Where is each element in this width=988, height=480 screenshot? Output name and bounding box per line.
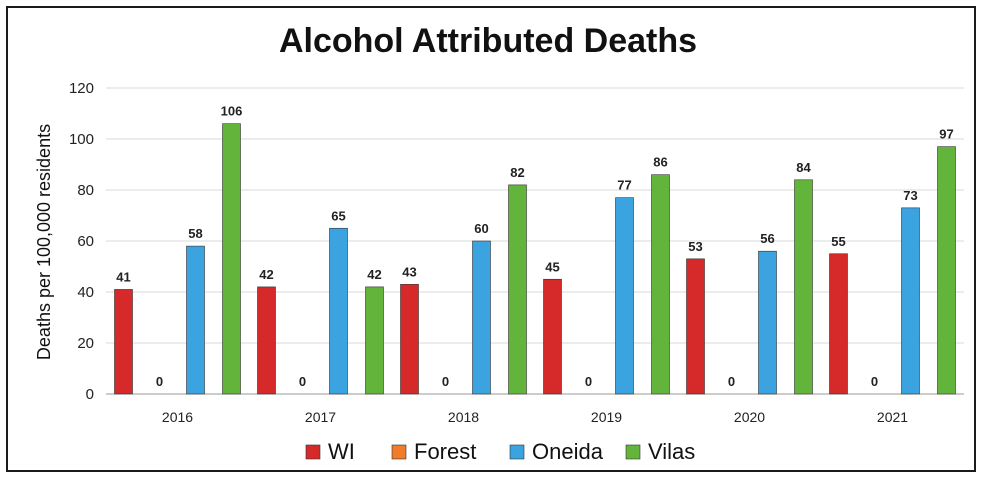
bar-vilas-2020 [794,179,813,395]
bar-vilas-2018 [508,184,527,395]
x-tick-label: 2017 [305,409,336,425]
data-label: 73 [903,188,917,203]
bars [114,123,956,395]
y-tick-label: 0 [86,386,94,403]
bar-vilas-2019 [651,174,670,395]
legend-label-forest: Forest [414,439,476,464]
data-labels: 41 0 58 106 42 0 65 42 43 0 60 82 45 0 77 86 53 0 56 84 55 0 7… [116,104,953,389]
gridlines [106,87,964,395]
data-label: 42 [367,267,381,282]
data-label: 58 [188,226,202,241]
bar-wi-2020 [686,258,705,395]
x-tick-label: 2021 [877,409,908,425]
data-label: 106 [221,104,243,119]
x-tick-label: 2018 [448,409,479,425]
x-tick-label: 2019 [591,409,622,425]
data-label: 97 [939,127,953,142]
y-tick-label: 120 [69,80,94,97]
y-tick-label: 100 [69,131,94,148]
bar-vilas-2021 [937,146,956,395]
bar-vilas-2016 [222,123,241,395]
data-label: 43 [402,264,416,279]
data-label: 53 [688,239,702,254]
y-axis-ticks: 0 20 40 60 80 100 120 [69,80,94,403]
data-label: 0 [728,374,735,389]
data-label: 0 [156,374,163,389]
bar-wi-2021 [829,253,848,395]
y-axis-label: Deaths per 100,000 residents [34,124,54,360]
chart-title: Alcohol Attributed Deaths [279,22,697,60]
legend-label-wi: WI [328,439,355,464]
legend-swatch-wi [305,444,321,460]
legend: WI Forest Oneida Vilas [305,439,695,464]
legend-label-oneida: Oneida [532,439,604,464]
bar-oneida-2017 [329,227,348,395]
data-label: 60 [474,221,488,236]
data-label: 0 [871,374,878,389]
data-label: 84 [796,160,811,175]
data-label: 45 [545,259,559,274]
x-tick-label: 2020 [734,409,765,425]
data-label: 41 [116,269,130,284]
bar-wi-2019 [543,278,562,395]
bar-oneida-2016 [186,245,205,395]
bar-oneida-2020 [758,250,777,395]
data-label: 56 [760,231,774,246]
data-label: 86 [653,155,667,170]
bar-oneida-2018 [472,240,491,395]
bar-wi-2016 [114,289,133,395]
legend-swatch-oneida [509,444,525,460]
data-label: 55 [831,234,845,249]
bar-vilas-2017 [365,286,384,395]
bar-oneida-2021 [901,207,920,395]
data-label: 0 [585,374,592,389]
y-tick-label: 80 [77,182,94,199]
data-label: 77 [617,178,631,193]
y-tick-label: 40 [77,284,94,301]
legend-swatch-vilas [625,444,641,460]
bar-wi-2017 [257,286,276,395]
data-label: 65 [331,208,345,223]
y-tick-label: 20 [77,335,94,352]
bar-wi-2018 [400,284,419,395]
x-tick-label: 2016 [162,409,193,425]
bar-oneida-2019 [615,197,634,395]
data-label: 82 [510,165,524,180]
y-tick-label: 60 [77,233,94,250]
legend-swatch-forest [391,444,407,460]
x-axis-ticks: 2016 2017 2018 2019 2020 2021 [162,409,908,425]
legend-label-vilas: Vilas [648,439,695,464]
data-label: 0 [299,374,306,389]
data-label: 0 [442,374,449,389]
data-label: 42 [259,267,273,282]
